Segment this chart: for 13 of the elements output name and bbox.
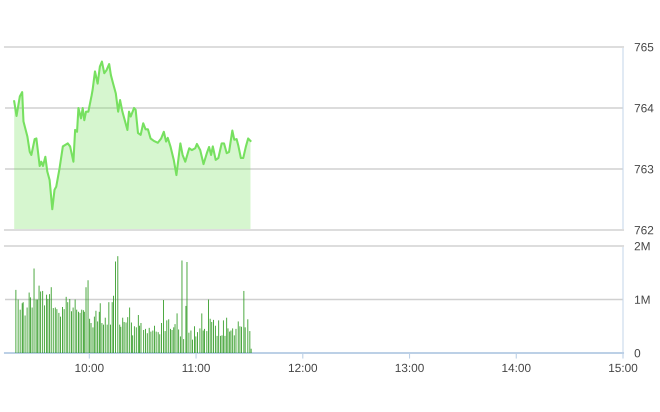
y-tick-label: 2M — [634, 242, 650, 250]
y-tick-label: 765 — [634, 43, 654, 52]
y-tick-label: 762 — [634, 226, 654, 234]
y-tick-label: 763 — [634, 165, 654, 174]
x-tick-label: 13:00 — [396, 364, 424, 372]
y-tick-label: 764 — [634, 104, 654, 112]
y-tick-label: 0 — [634, 349, 640, 358]
x-tick-label: 14:00 — [502, 364, 531, 372]
x-tick-label: 11:00 — [182, 364, 210, 372]
x-tick-label: 10:00 — [75, 364, 104, 372]
y-tick-label: 1M — [635, 296, 650, 304]
x-tick-label: 12:00 — [288, 364, 318, 372]
x-tick-label: 15:00 — [609, 364, 638, 372]
